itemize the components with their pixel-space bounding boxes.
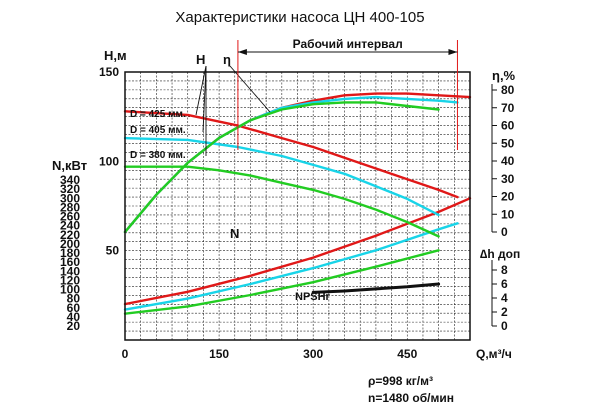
npsh-axis-label: ∆h доп — [480, 247, 520, 261]
npsh-tick-label: 8 — [501, 263, 508, 277]
power-tick-label: 160 — [60, 255, 80, 269]
efficiency-tick-label: 30 — [501, 172, 515, 186]
npsh-tick-label: 6 — [501, 277, 508, 291]
efficiency-tick-label: 80 — [501, 83, 515, 97]
power-tick-label: 220 — [60, 228, 80, 242]
labels: Рабочий интервал Характеристики насоса ЦН… — [52, 9, 520, 405]
head-axis-label: Н,м — [104, 48, 127, 63]
callout-leader-line — [202, 65, 207, 133]
power-tick-label: 240 — [60, 219, 80, 233]
npsh-curve-label: NPSHr — [295, 291, 331, 303]
power-curve-2 — [123, 249, 440, 315]
x-tick-label: 0 — [122, 347, 129, 361]
power-tick-label: 260 — [60, 210, 80, 224]
power-curve-label: N — [230, 226, 239, 241]
efficiency-tick-label: 50 — [501, 136, 515, 150]
operating-range-label: Рабочий интервал — [293, 37, 403, 51]
x-axis-label: Q,м³/ч — [476, 347, 512, 361]
speed-annotation: n=1480 об/мин — [368, 391, 454, 405]
efficiency-tick-label: 10 — [501, 207, 515, 221]
axes — [124, 40, 497, 341]
efficiency-axis-label: η,% — [492, 68, 516, 83]
npsh-curve — [311, 282, 441, 294]
efficiency-tick-label: 70 — [501, 101, 515, 115]
power-tick-label: 280 — [60, 200, 80, 214]
efficiency-curve-label: η — [223, 52, 231, 67]
power-tick-label: 340 — [60, 173, 80, 187]
head-curve-2 — [123, 165, 440, 238]
npsh-tick-label: 2 — [501, 305, 508, 319]
npsh-tick-label: 4 — [501, 291, 508, 305]
impeller-label: D = 425 мм. — [130, 109, 186, 120]
power-axis-label: N,кВт — [52, 158, 87, 173]
power-curve-0 — [123, 197, 472, 306]
density-annotation: ρ=998 кг/м³ — [368, 374, 433, 388]
efficiency-curve-2 — [123, 101, 440, 234]
plot-frame — [124, 71, 471, 341]
head-curve-label: Н — [196, 52, 205, 67]
operating-range-arrow-right — [448, 49, 458, 55]
curves — [123, 65, 472, 315]
power-tick-label: 200 — [60, 237, 80, 251]
callout-leader-line — [195, 65, 207, 116]
x-tick-label: 300 — [303, 347, 323, 361]
head-curve-0 — [123, 110, 459, 199]
efficiency-tick-label: 0 — [501, 225, 508, 239]
impeller-label: D = 380 мм. — [130, 150, 186, 161]
head-tick-label: 150 — [99, 65, 119, 79]
power-tick-label: 60 — [67, 301, 81, 315]
operating-range-arrow-left — [237, 49, 247, 55]
x-tick-label: 450 — [397, 347, 417, 361]
power-tick-label: 80 — [67, 292, 81, 306]
power-tick-label: 180 — [60, 246, 80, 260]
impeller-label: D = 405 мм. — [130, 125, 186, 136]
power-tick-label: 40 — [67, 310, 81, 324]
head-tick-label: 50 — [106, 244, 120, 258]
efficiency-tick-label: 40 — [501, 154, 515, 168]
head-tick-label: 100 — [99, 154, 119, 168]
power-tick-label: 300 — [60, 191, 80, 205]
npsh-tick-label: 0 — [501, 319, 508, 333]
power-tick-label: 320 — [60, 182, 80, 196]
chart-title: Характеристики насоса ЦН 400-105 — [175, 9, 424, 26]
power-tick-label: 100 — [60, 283, 80, 297]
power-tick-label: 140 — [60, 264, 80, 278]
callout-leader-line — [229, 65, 271, 113]
head-curve-1 — [123, 136, 440, 217]
power-tick-label: 120 — [60, 273, 80, 287]
efficiency-tick-label: 60 — [501, 119, 515, 133]
efficiency-tick-label: 20 — [501, 190, 515, 204]
x-tick-label: 150 — [209, 347, 229, 361]
power-tick-label: 20 — [67, 319, 81, 333]
power-curve-1 — [123, 222, 459, 311]
